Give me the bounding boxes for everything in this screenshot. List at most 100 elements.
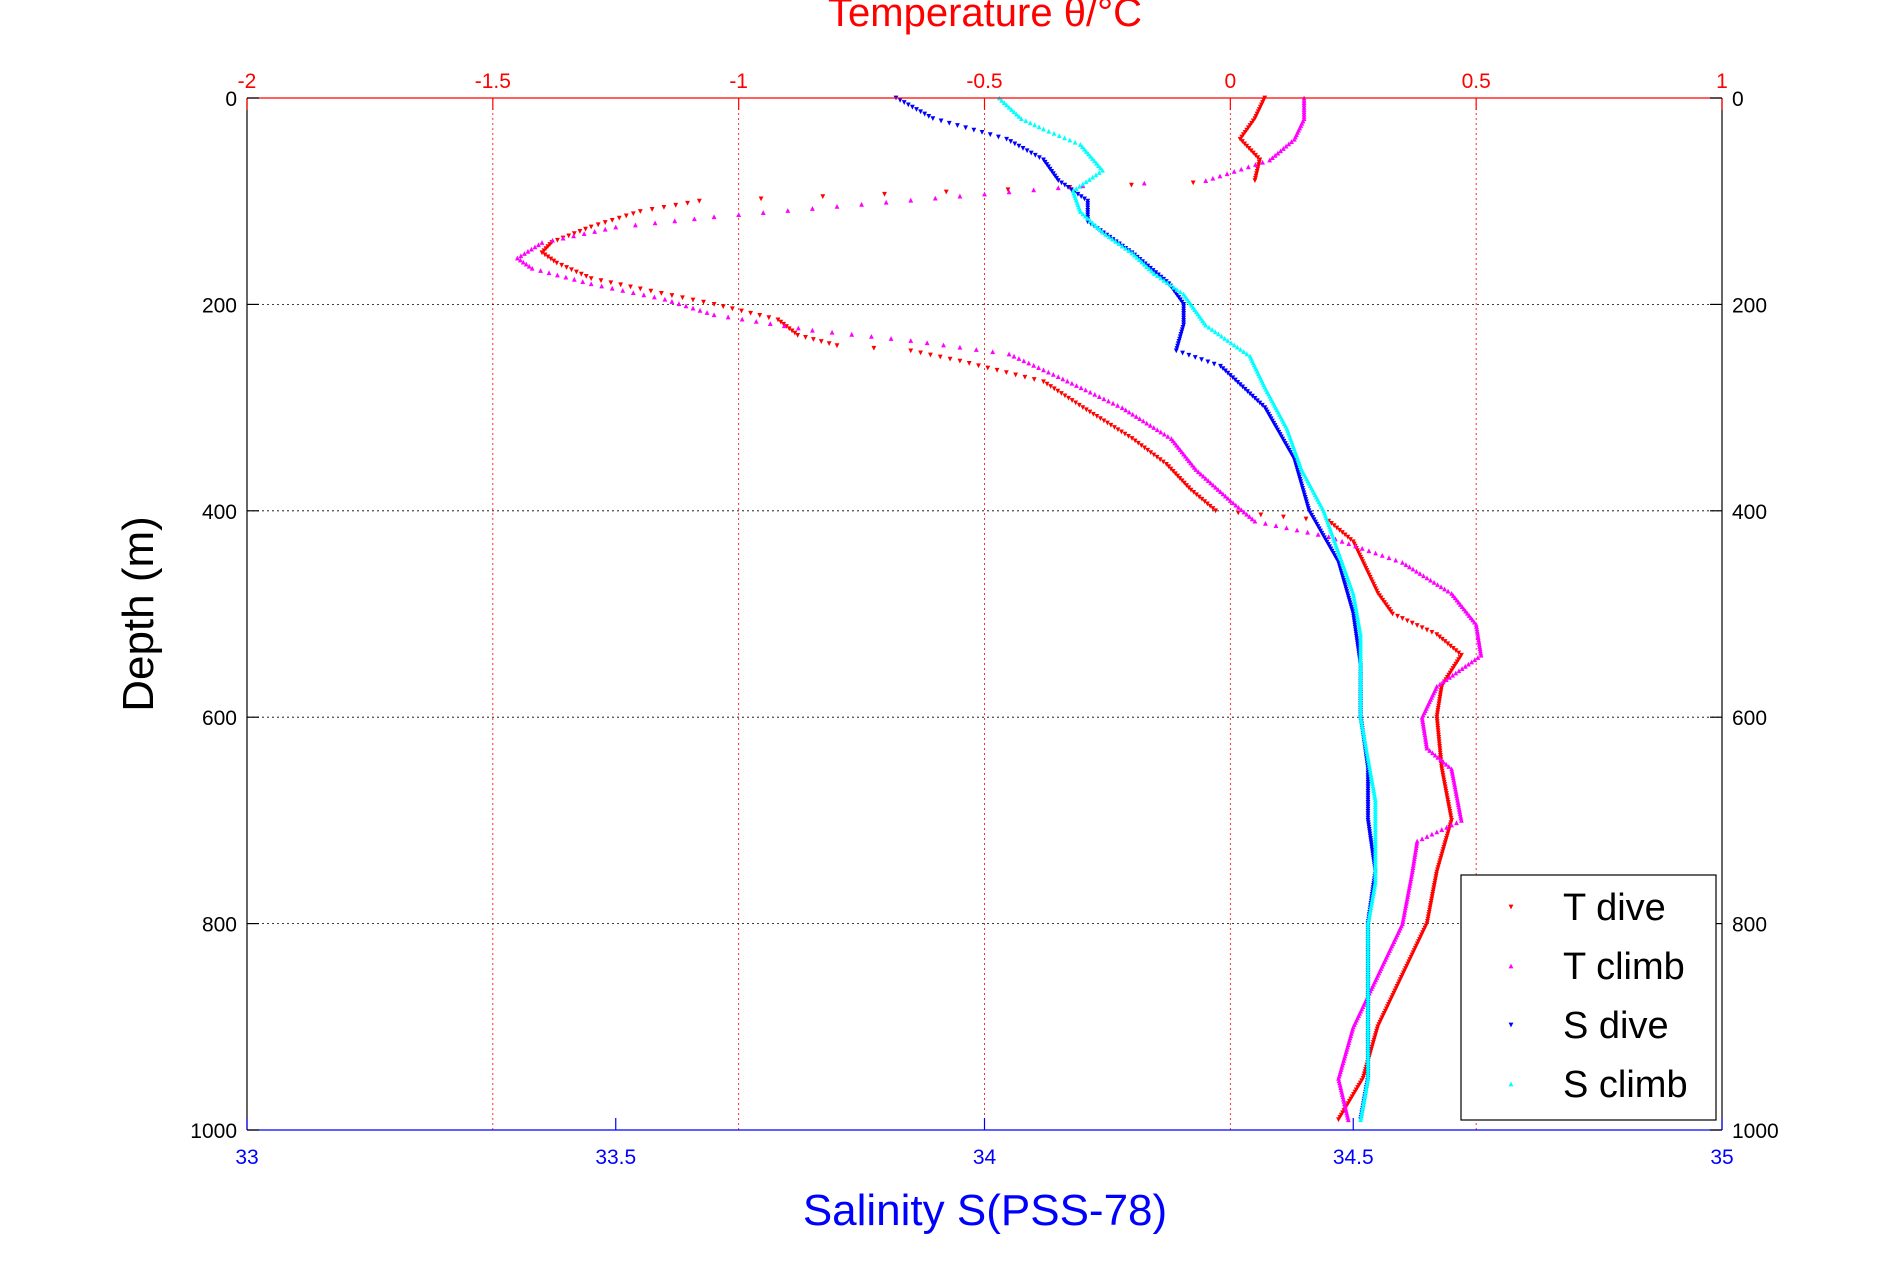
y-axis-title: Depth (m) bbox=[114, 516, 163, 712]
data-point bbox=[555, 237, 560, 243]
data-point bbox=[1158, 429, 1164, 435]
data-point bbox=[938, 118, 944, 124]
data-point bbox=[1315, 531, 1321, 537]
data-point bbox=[1442, 586, 1447, 592]
data-point bbox=[1009, 107, 1014, 112]
data-point bbox=[1404, 898, 1410, 904]
data-point bbox=[1100, 229, 1105, 235]
data-point bbox=[1412, 854, 1418, 859]
data-point bbox=[1410, 865, 1416, 870]
data-point bbox=[1097, 416, 1103, 422]
data-point bbox=[1406, 889, 1411, 895]
data-point bbox=[1215, 331, 1221, 337]
data-point bbox=[1404, 896, 1410, 902]
data-point bbox=[1462, 663, 1468, 669]
data-point bbox=[1423, 741, 1429, 747]
data-point bbox=[1452, 784, 1458, 790]
data-point bbox=[1006, 351, 1012, 357]
data-point bbox=[1173, 348, 1179, 354]
data-point bbox=[1241, 349, 1247, 354]
data-point bbox=[1218, 363, 1223, 369]
data-point bbox=[1008, 139, 1014, 144]
data-point bbox=[1419, 714, 1425, 720]
data-point bbox=[1424, 745, 1430, 751]
data-point bbox=[918, 350, 923, 356]
data-point bbox=[1119, 243, 1125, 249]
data-point bbox=[1218, 489, 1223, 495]
data-point bbox=[1474, 624, 1479, 629]
data-point bbox=[937, 354, 943, 360]
data-point bbox=[1241, 509, 1247, 515]
legend-label: S climb bbox=[1563, 1064, 1688, 1106]
data-point bbox=[1358, 714, 1364, 720]
data-point bbox=[1458, 813, 1463, 819]
data-point bbox=[1350, 590, 1356, 596]
data-point bbox=[946, 120, 952, 126]
data-point bbox=[1126, 409, 1132, 415]
data-point bbox=[1359, 719, 1364, 725]
data-point bbox=[1055, 185, 1061, 191]
data-point bbox=[628, 284, 633, 290]
data-point bbox=[1177, 289, 1183, 295]
data-point bbox=[1083, 179, 1089, 185]
data-point bbox=[1069, 380, 1075, 386]
data-point bbox=[1123, 407, 1129, 413]
data-point bbox=[1094, 160, 1099, 166]
data-point bbox=[546, 270, 552, 276]
data-point bbox=[1473, 621, 1479, 627]
data-point bbox=[1031, 362, 1037, 368]
data-point bbox=[1286, 141, 1292, 147]
data-point bbox=[1359, 721, 1365, 727]
data-point bbox=[1058, 391, 1064, 396]
data-point bbox=[616, 215, 622, 221]
data-point bbox=[1366, 918, 1371, 924]
data-point bbox=[701, 299, 706, 305]
data-point bbox=[786, 326, 792, 332]
data-point bbox=[1367, 912, 1373, 917]
data-point bbox=[928, 352, 933, 358]
data-point bbox=[1402, 909, 1407, 915]
data-point bbox=[957, 358, 963, 364]
data-point bbox=[1095, 225, 1100, 230]
data-point bbox=[1055, 388, 1061, 394]
legend-marker bbox=[1508, 1022, 1514, 1028]
data-point bbox=[1260, 159, 1265, 165]
data-point bbox=[1003, 370, 1009, 376]
data-point bbox=[1359, 1112, 1364, 1118]
data-point bbox=[1409, 620, 1415, 626]
data-point bbox=[1160, 459, 1166, 465]
data-point bbox=[1360, 1103, 1366, 1109]
data-point bbox=[1348, 537, 1353, 542]
data-point bbox=[748, 310, 754, 316]
data-point bbox=[1092, 158, 1097, 164]
data-point bbox=[1119, 429, 1124, 435]
data-point bbox=[1252, 518, 1258, 524]
data-point bbox=[633, 222, 638, 228]
top-tick-label: 0.5 bbox=[1462, 70, 1491, 93]
data-point bbox=[550, 237, 555, 243]
data-point bbox=[789, 328, 795, 334]
data-point bbox=[1031, 377, 1037, 382]
data-point bbox=[1446, 764, 1452, 769]
legend-label: S dive bbox=[1563, 1005, 1669, 1047]
data-point bbox=[1455, 800, 1461, 805]
data-point bbox=[1343, 1105, 1349, 1111]
bottom-tick-label: 34.5 bbox=[1333, 1146, 1374, 1169]
data-point bbox=[1364, 1080, 1370, 1086]
data-point bbox=[1225, 370, 1231, 376]
data-point bbox=[1113, 238, 1119, 244]
data-point bbox=[1137, 416, 1143, 422]
data-point bbox=[1364, 751, 1370, 757]
data-point bbox=[1363, 1085, 1369, 1090]
data-point bbox=[1450, 775, 1456, 781]
data-point bbox=[1098, 165, 1103, 171]
data-point bbox=[1443, 761, 1449, 767]
data-point bbox=[757, 313, 763, 318]
left-tick-label: 0 bbox=[225, 88, 237, 111]
data-point bbox=[1076, 402, 1082, 408]
data-point bbox=[966, 361, 972, 366]
data-point bbox=[1368, 774, 1374, 780]
data-point bbox=[1096, 163, 1101, 168]
data-point bbox=[767, 321, 773, 326]
data-point bbox=[1075, 191, 1081, 197]
